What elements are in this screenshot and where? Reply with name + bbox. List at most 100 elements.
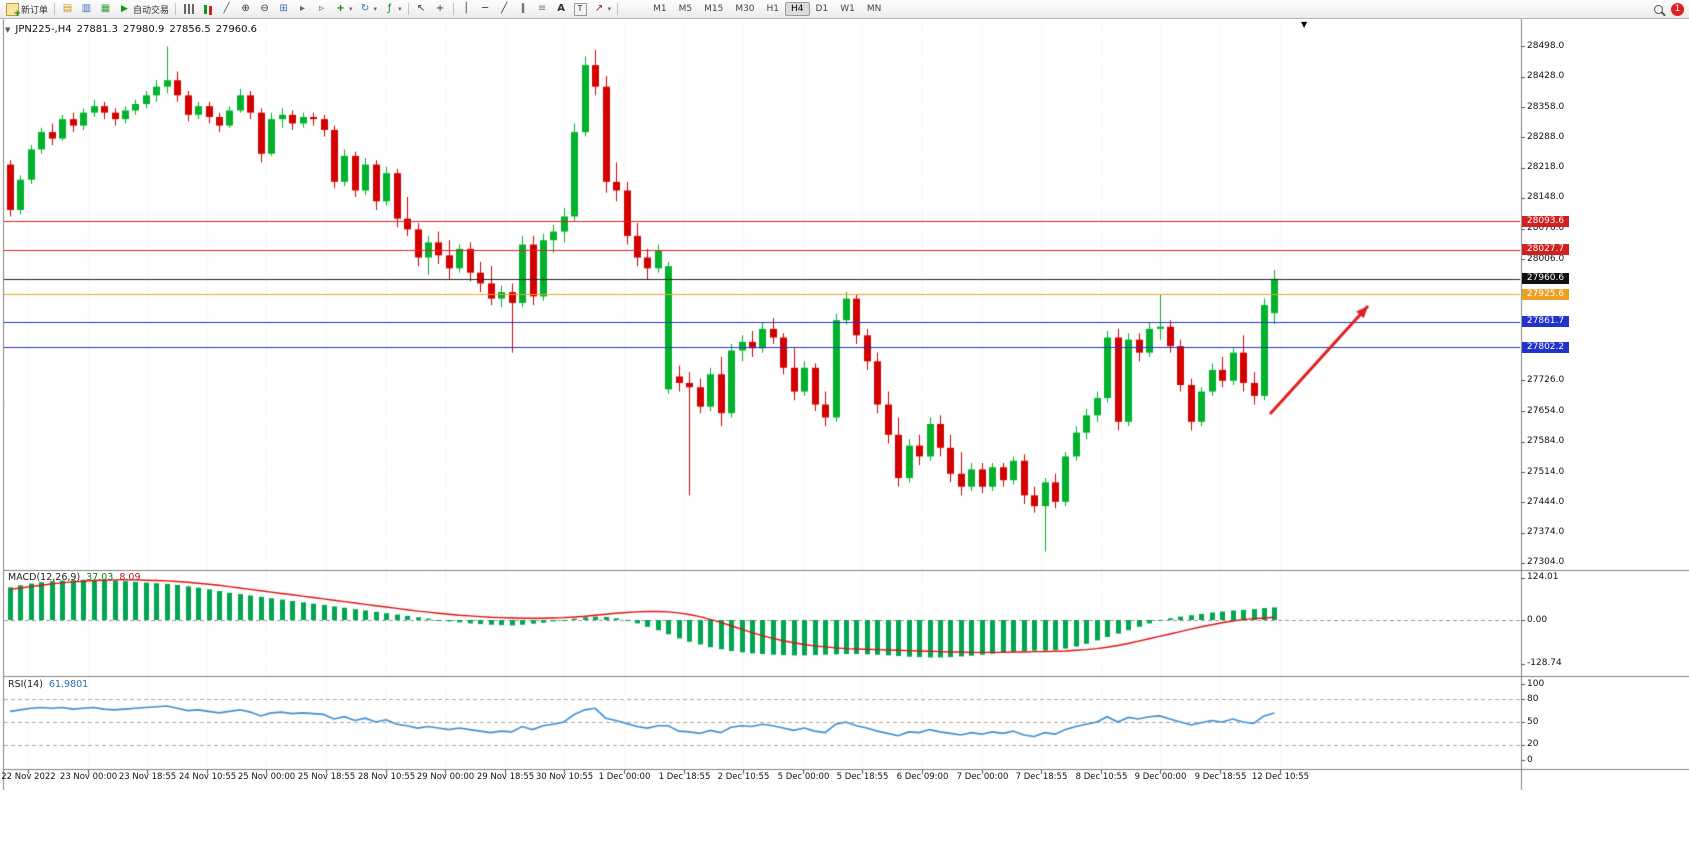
timeframe-button-M30[interactable]: M30	[735, 4, 755, 14]
price-axis-label: 28218.0	[1527, 162, 1565, 173]
toolbar-separator	[175, 3, 177, 15]
time-axis-label: 7 Dec 18:55	[1015, 772, 1068, 782]
time-axis-label: 28 Nov 10:55	[357, 772, 416, 782]
price-axis-label: 27584.0	[1527, 436, 1565, 447]
new-order-button[interactable]: 新订单	[3, 2, 51, 19]
autotrading-label: 自动交易	[133, 5, 170, 16]
time-axis-label: 8 Dec 10:55	[1075, 772, 1128, 782]
timeframe-button-M5[interactable]: M5	[678, 4, 693, 14]
autotrading-play-icon: ▶	[121, 3, 128, 14]
auto-scroll-button[interactable]: ▸	[293, 2, 312, 17]
new-order-label: 新订单	[21, 5, 49, 16]
notification-badge[interactable]: 1	[1671, 2, 1684, 16]
refresh-button[interactable]: ↻ ▾	[356, 2, 381, 17]
autotrading-button[interactable]: ▶ 自动交易	[115, 2, 172, 17]
zoom-in-icon: ⊕	[241, 3, 250, 14]
market-watch-icon: ▤	[62, 3, 73, 14]
indicators-icon: ƒ	[387, 3, 392, 14]
time-axis-label: 7 Dec 00:00	[956, 772, 1009, 782]
rsi-scale-label: 20	[1527, 739, 1539, 750]
time-axis-label: 23 Nov 18:55	[118, 772, 177, 782]
cursor-tool-button[interactable]: ↖	[412, 2, 431, 17]
high-value: 27980.9	[122, 24, 165, 35]
time-axis-label: 23 Nov 00:00	[59, 772, 118, 782]
terminal-icon: ▦	[100, 3, 111, 14]
chevron-down-icon: ▾	[349, 5, 353, 13]
new-chart-button[interactable]: + ▾	[331, 2, 356, 17]
label-tool-button[interactable]: T	[571, 2, 590, 17]
navigator-button[interactable]: ▥	[77, 2, 96, 17]
time-axis-label: 6 Dec 09:00	[896, 772, 949, 782]
time-axis-label: 9 Dec 00:00	[1134, 772, 1187, 782]
tile-windows-button[interactable]: ⊞	[274, 2, 293, 17]
chart-symbol-info: ▼ JPN225-,H4 27881.3 27980.9 27856.5 279…	[5, 24, 257, 35]
price-axis-label: 28358.0	[1527, 101, 1565, 112]
time-axis-label: 2 Dec 10:55	[717, 772, 770, 782]
chart-shift-marker: ▼	[1301, 20, 1308, 29]
trendline-tool-button[interactable]: ╱	[495, 2, 514, 17]
rsi-scale-label: 0	[1527, 754, 1533, 765]
channel-icon: ∥	[520, 3, 526, 14]
price-axis-label: 27444.0	[1527, 496, 1565, 507]
market-watch-button[interactable]: ▤	[58, 2, 77, 17]
vertical-line-icon: │	[463, 3, 470, 14]
time-axis-label: 29 Nov 00:00	[416, 772, 475, 782]
level-price-badge: 27861.7	[1522, 316, 1569, 328]
rsi-scale-label: 50	[1527, 716, 1539, 727]
arrow-tool-button[interactable]: ↗ ▾	[590, 2, 615, 17]
terminal-button[interactable]: ▦	[96, 2, 115, 17]
timeframe-button-M15[interactable]: M15	[704, 4, 724, 14]
timeframe-button-M1[interactable]: M1	[653, 4, 667, 14]
tile-windows-icon: ⊞	[279, 3, 288, 14]
bar-chart-button[interactable]	[179, 2, 198, 17]
timeframe-toolbar: M1 M5 M15 M30 H1 H4 D1 W1 MN	[647, 2, 887, 16]
fibonacci-icon: ≡	[537, 3, 547, 14]
level-price-badge: 28027.7	[1522, 244, 1569, 256]
rsi-name: RSI(14)	[8, 679, 43, 690]
chevron-down-icon: ▾	[398, 5, 402, 13]
time-axis-label: 1 Dec 00:00	[598, 772, 651, 782]
time-axis-label: 1 Dec 18:55	[658, 772, 711, 782]
time-axis-label: 25 Nov 00:00	[237, 772, 296, 782]
chart-shift-button[interactable]: ▹	[312, 2, 331, 17]
vertical-line-tool-button[interactable]: │	[457, 2, 476, 17]
price-axis-label: 28498.0	[1527, 40, 1565, 51]
price-axis-label: 27304.0	[1527, 557, 1565, 568]
fibonacci-tool-button[interactable]: ≡	[533, 2, 552, 17]
chevron-down-icon: ▼	[5, 25, 11, 34]
indicators-button[interactable]: ƒ ▾	[380, 2, 405, 17]
zoom-in-button[interactable]: ⊕	[236, 2, 255, 17]
crosshair-icon: +	[435, 3, 445, 14]
text-icon: A	[557, 3, 565, 14]
candlestick-icon	[201, 3, 214, 16]
crosshair-tool-button[interactable]: +	[431, 2, 450, 17]
level-price-badge: 27925.6	[1522, 288, 1569, 300]
line-chart-button[interactable]: ╱	[217, 2, 236, 17]
channel-tool-button[interactable]: ∥	[514, 2, 533, 17]
refresh-icon: ↻	[360, 3, 370, 14]
close-value: 27960.6	[215, 24, 258, 35]
timeframe-button-D1[interactable]: D1	[815, 4, 829, 14]
timeframe-button-MN[interactable]: MN	[866, 4, 882, 14]
price-axis-label: 28006.0	[1527, 253, 1565, 264]
label-icon: T	[573, 2, 587, 16]
new-chart-icon: +	[336, 3, 345, 14]
time-axis-label: 5 Dec 00:00	[777, 772, 830, 782]
time-axis-label: 5 Dec 18:55	[836, 772, 889, 782]
rsi-scale-label: 80	[1527, 693, 1539, 704]
level-price-badge: 28093.6	[1522, 215, 1569, 227]
text-tool-button[interactable]: A	[552, 2, 571, 17]
timeframe-button-H4[interactable]: H4	[785, 2, 810, 16]
price-axis-label: 28428.0	[1527, 71, 1565, 82]
macd-scale-label: 124.01	[1527, 572, 1559, 583]
macd-name: MACD(12,26,9)	[8, 572, 81, 583]
cursor-icon: ↖	[416, 3, 426, 14]
timeframe-button-H1[interactable]: H1	[766, 4, 780, 14]
zoom-out-button[interactable]: ⊖	[255, 2, 274, 17]
search-icon[interactable]	[1654, 4, 1663, 14]
candlestick-chart-button[interactable]	[198, 2, 217, 17]
timeframe-button-W1[interactable]: W1	[840, 4, 855, 14]
horizontal-line-tool-button[interactable]: ─	[476, 2, 495, 17]
price-axis-label: 28076.0	[1527, 223, 1565, 234]
